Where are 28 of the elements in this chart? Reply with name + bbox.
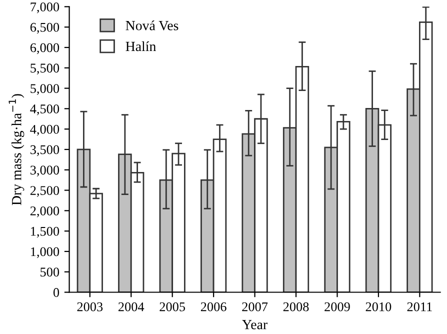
y-tick-label: 0 bbox=[53, 288, 60, 297]
y-tick-label: 2,000 bbox=[30, 206, 60, 218]
x-tick-label: 2007 bbox=[242, 302, 268, 312]
x-tick-label: 2011 bbox=[407, 302, 432, 312]
y-tick-label: 2,500 bbox=[30, 186, 60, 197]
x-tick-label: 2008 bbox=[283, 302, 309, 312]
y-tick-label: 6,500 bbox=[30, 22, 60, 34]
legend-label: Halín bbox=[126, 41, 156, 52]
y-tick-label: 4,000 bbox=[30, 124, 60, 136]
y-tick-label: 6,000 bbox=[30, 43, 60, 54]
x-tick-label: 2006 bbox=[200, 302, 226, 312]
y-tick-label: 3,500 bbox=[30, 145, 60, 156]
y-tick-label: 4,500 bbox=[30, 104, 60, 116]
x-tick-label: 2004 bbox=[118, 302, 144, 312]
y-tick-label: 1,500 bbox=[31, 226, 60, 238]
x-tick-label: 2009 bbox=[324, 302, 350, 312]
y-tick-label: 5,000 bbox=[30, 84, 60, 95]
x-tick-label: 2003 bbox=[77, 302, 103, 312]
legend-label: Nová Ves bbox=[126, 20, 178, 30]
x-tick-label: 2010 bbox=[366, 302, 392, 312]
y-tick-label: 500 bbox=[40, 268, 60, 277]
y-tick-label: 3,000 bbox=[30, 166, 60, 176]
y-tick-label: 1,000 bbox=[31, 247, 60, 258]
y-axis-title: Dry mass (kg·ha$^{−1}$) bbox=[8, 94, 24, 206]
y-tick-label: 5,500 bbox=[30, 64, 60, 74]
y-tick-label: 7,000 bbox=[30, 2, 60, 14]
x-axis-title: Year bbox=[242, 320, 268, 330]
x-tick-label: 2005 bbox=[160, 302, 186, 312]
